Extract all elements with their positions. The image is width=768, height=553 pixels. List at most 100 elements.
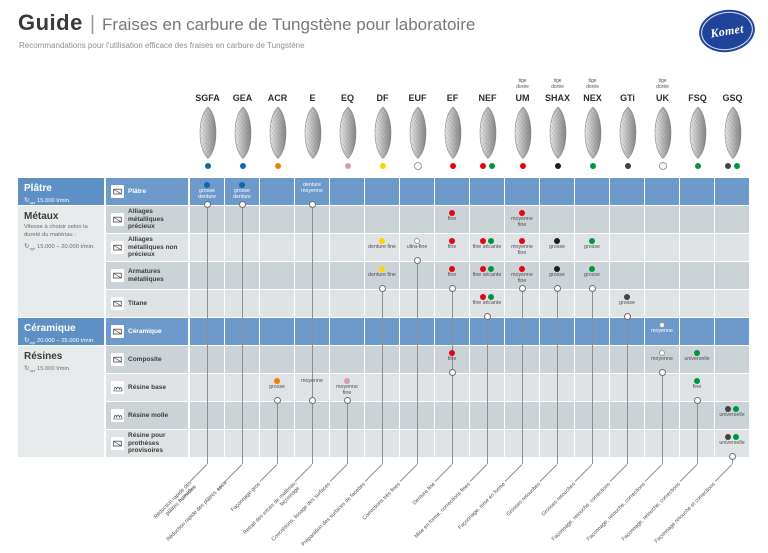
group-speed: ↻opt 15.000 – 20.000 t/min. xyxy=(24,242,98,251)
cell-EQ-ceramique xyxy=(330,318,364,345)
cell-ACR-titane xyxy=(260,290,294,317)
usage-text-bold xyxy=(679,480,683,484)
cell-E-titane xyxy=(295,290,329,317)
cell-NEF-titane xyxy=(470,290,504,317)
group-name: Céramique xyxy=(24,323,76,334)
cell-GSQ-titane xyxy=(715,290,749,317)
grain-label: moyenne fine xyxy=(511,272,533,284)
column-label: SGFA xyxy=(195,93,220,103)
column-label: EUF xyxy=(408,93,427,103)
cell-EF-titane xyxy=(435,290,469,317)
grain-dots xyxy=(449,238,455,244)
connector-line-E xyxy=(312,205,313,464)
column-header-UK: tige dorée UK xyxy=(645,78,680,176)
grain-dot-red xyxy=(480,294,486,300)
cell-NEF-composite xyxy=(470,346,504,373)
column-label: GEA xyxy=(232,93,253,103)
usage-label-NEX: Grosses retouches xyxy=(510,480,578,548)
cell-ACR-resine_base xyxy=(260,374,294,401)
usage-label-SHAX: Grosses retouches xyxy=(475,480,543,548)
usage-label-EF: Denture fine xyxy=(370,480,438,548)
cell-EQ-armatures xyxy=(330,262,364,289)
cell-EF-armatures xyxy=(435,262,469,289)
row-label-text: Résine base xyxy=(128,383,166,391)
grain-dot-black xyxy=(554,238,560,244)
usage-text: Façonnage, retouche, corrections xyxy=(550,481,612,543)
grain-dots xyxy=(694,378,700,384)
cell-E-platre xyxy=(295,178,329,205)
cell-SGFA-protheses xyxy=(190,430,224,457)
recommendation-cell: universelle xyxy=(715,402,749,429)
connector-line-GTi xyxy=(627,317,628,464)
bur-image-icon xyxy=(575,105,610,161)
row-label-text: Armatures métalliques xyxy=(128,268,164,283)
cell-NEX-armatures xyxy=(575,262,609,289)
cell-NEF-armatures xyxy=(470,262,504,289)
column-label: NEX xyxy=(583,93,602,103)
connector-line-GEA xyxy=(242,205,243,464)
usage-label-UM: Façonnage, mise en forme xyxy=(440,480,508,548)
color-code-dots xyxy=(260,161,295,170)
cell-FSQ-resine_molle xyxy=(680,402,714,429)
cell-UM-composite xyxy=(505,346,539,373)
shank-note xyxy=(722,78,744,93)
recommendation-cell: moyenne xyxy=(645,318,679,345)
row-label-precieux: Alliages métalliques précieux xyxy=(106,206,188,233)
grain-dot-gray xyxy=(624,294,630,300)
color-code-dots xyxy=(435,161,470,170)
column-header-UM: tige dorée UM xyxy=(505,78,540,176)
cell-UM-non_precieux xyxy=(505,234,539,261)
cell-UM-resine_molle xyxy=(505,402,539,429)
column-header-NEX: tige dorée NEX xyxy=(575,78,610,176)
cell-EQ-protheses xyxy=(330,430,364,457)
cell-E-resine_molle xyxy=(295,402,329,429)
cell-GTi-resine_molle xyxy=(610,402,644,429)
cell-E-composite xyxy=(295,346,329,373)
connector-bend-EQ xyxy=(329,464,348,482)
usage-text: Réduction rapide des plâtres xyxy=(165,489,219,543)
speed-value: 15.000 – 20.000 t/min. xyxy=(37,243,95,250)
grain-dots xyxy=(659,322,665,328)
row-label-composite: Composite xyxy=(106,346,188,373)
cell-DF-titane xyxy=(365,290,399,317)
bur-image-icon xyxy=(610,105,645,161)
grain-dot-orange xyxy=(274,378,280,384)
cell-GEA-ceramique xyxy=(225,318,259,345)
cell-EQ-resine_molle xyxy=(330,402,364,429)
column-header-SGFA: SGFA xyxy=(190,78,225,176)
grain-label: fine xyxy=(447,272,457,278)
material-group-metaux: Métaux Vitesse à choisir selon la dureté … xyxy=(18,206,104,317)
recommendation-cell: moyenne fine xyxy=(505,206,539,233)
komet-logo: Komet xyxy=(696,5,758,57)
row-label-text: Alliages métalliques précieux xyxy=(128,208,164,231)
usage-text: Façonnage, retouche, corrections xyxy=(585,481,647,543)
cell-NEF-resine_molle xyxy=(470,402,504,429)
column-label: E xyxy=(309,93,316,103)
cell-FSQ-platre xyxy=(680,178,714,205)
cell-FSQ-protheses xyxy=(680,430,714,457)
color-code-dots xyxy=(470,161,505,170)
cell-SHAX-composite xyxy=(540,346,574,373)
rpm-icon: ↻ xyxy=(24,337,30,344)
cell-GEA-titane xyxy=(225,290,259,317)
usage-text-bold xyxy=(399,480,403,484)
grain-dot-yellow xyxy=(379,238,385,244)
cell-UM-platre xyxy=(505,178,539,205)
grain-dot-red xyxy=(449,266,455,272)
usage-label-E: Retrait des excès de matériau, façonnage xyxy=(230,480,303,553)
grain-dots xyxy=(480,238,494,244)
color-code-dots xyxy=(715,161,750,170)
grain-label: moyenne xyxy=(651,328,673,334)
cell-GSQ-armatures xyxy=(715,262,749,289)
usage-text-bold xyxy=(299,485,303,489)
connector-node xyxy=(589,285,596,292)
cell-GTi-titane xyxy=(610,290,644,317)
group-name: Métaux xyxy=(24,211,59,222)
grain-dots xyxy=(480,294,494,300)
connector-node xyxy=(694,397,701,404)
grain-label: fine sécante xyxy=(472,244,502,250)
grain-dot-gray xyxy=(725,434,731,440)
titanium-icon xyxy=(111,297,124,310)
grain-label: fine sécante xyxy=(472,272,502,278)
connector-node xyxy=(484,313,491,320)
